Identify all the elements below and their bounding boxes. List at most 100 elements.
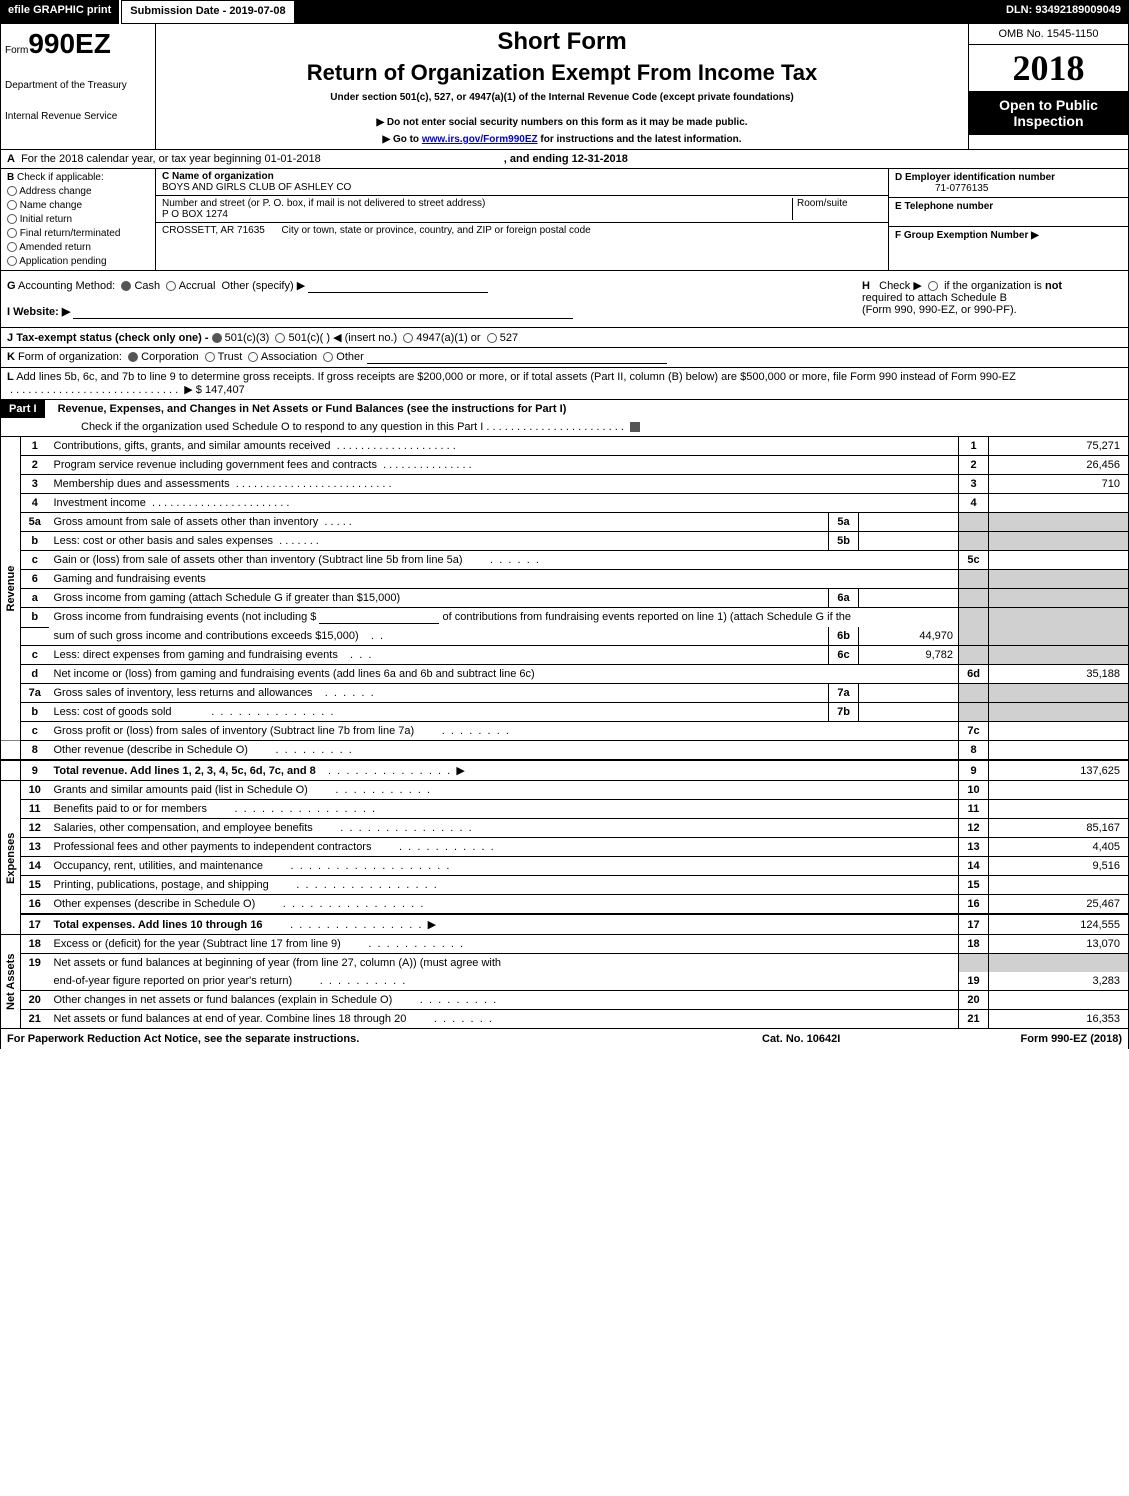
line-l: L Add lines 5b, 6c, and 7b to line 9 to …: [1, 367, 1128, 399]
rval-4: [989, 494, 1129, 513]
j-527-radio[interactable]: [487, 333, 497, 343]
desc-17: Total expenses. Add lines 10 through 16: [54, 919, 263, 931]
room-label: Room/suite: [797, 198, 848, 209]
rval-5c: [989, 551, 1129, 570]
line-5a: 5a Gross amount from sale of assets othe…: [1, 513, 1129, 532]
addr-value: P O BOX 1274: [162, 209, 228, 220]
lno-10: 10: [21, 781, 49, 800]
footer-left: For Paperwork Reduction Act Notice, see …: [7, 1033, 762, 1045]
k-assoc-radio[interactable]: [248, 352, 258, 362]
website-blank[interactable]: [73, 306, 573, 319]
lno-21: 21: [21, 1010, 49, 1029]
part1-header-section: Part I Revenue, Expenses, and Changes in…: [0, 400, 1129, 437]
rval-10: [989, 781, 1129, 800]
midval-6b: 44,970: [859, 627, 959, 646]
omb-number: OMB No. 1545-1150: [969, 24, 1128, 45]
rno-6c-grey: [959, 646, 989, 665]
line-a-section: A For the 2018 calendar year, or tax yea…: [0, 150, 1129, 271]
h-label: H: [862, 280, 870, 292]
desc-3: Membership dues and assessments: [54, 478, 230, 490]
rno-8: 8: [959, 741, 989, 761]
h-radio[interactable]: [928, 281, 938, 291]
desc-6b1: Gross income from fundraising events (no…: [54, 611, 320, 623]
desc-11: Benefits paid to or for members: [54, 803, 207, 815]
rno-3: 3: [959, 475, 989, 494]
part1-check-row: Check if the organization used Schedule …: [1, 418, 1128, 436]
box-c: C Name of organization BOYS AND GIRLS CL…: [156, 169, 888, 270]
irs-link[interactable]: www.irs.gov/Form990EZ: [422, 134, 538, 145]
lno-6d: d: [21, 665, 49, 684]
lno-8: 8: [21, 741, 49, 761]
line-8: 8 Other revenue (describe in Schedule O)…: [1, 741, 1129, 761]
rval-6d: 35,188: [989, 665, 1129, 684]
line-18: Net Assets 18 Excess or (deficit) for th…: [1, 935, 1129, 954]
dept-treasury: Department of the Treasury: [5, 80, 151, 91]
desc-5c: Gain or (loss) from sale of assets other…: [54, 554, 463, 566]
rno-20: 20: [959, 991, 989, 1010]
midval-5a: [859, 513, 959, 532]
lno-6: 6: [21, 570, 49, 589]
rno-2: 2: [959, 456, 989, 475]
side-9: [1, 760, 21, 781]
desc-13: Professional fees and other payments to …: [54, 841, 372, 853]
desc-6d: Net income or (loss) from gaming and fun…: [54, 668, 535, 680]
desc-5a: Gross amount from sale of assets other t…: [54, 516, 319, 528]
mid-5a: 5a: [829, 513, 859, 532]
pending-radio[interactable]: [7, 256, 17, 266]
line-9: 9 Total revenue. Add lines 1, 2, 3, 4, 5…: [1, 760, 1129, 781]
cash-radio[interactable]: [121, 281, 131, 291]
lno-17: 17: [21, 914, 49, 935]
desc-6: Gaming and fundraising events: [54, 573, 206, 585]
midval-5b: [859, 532, 959, 551]
name-change-radio[interactable]: [7, 200, 17, 210]
desc-15: Printing, publications, postage, and shi…: [54, 879, 269, 891]
rno-19: 19: [959, 972, 989, 991]
part1-title: Revenue, Expenses, and Changes in Net As…: [48, 403, 567, 415]
j-o1: 501(c)(3): [225, 332, 270, 344]
i-label: I: [7, 306, 10, 318]
line-a: A For the 2018 calendar year, or tax yea…: [1, 150, 1128, 169]
other-blank[interactable]: [308, 280, 488, 293]
blank-6b[interactable]: [319, 611, 439, 624]
rno-18: 18: [959, 935, 989, 954]
rval-15: [989, 876, 1129, 895]
j-4947-radio[interactable]: [403, 333, 413, 343]
accrual-radio[interactable]: [166, 281, 176, 291]
final-radio[interactable]: [7, 228, 17, 238]
line-k: K Form of organization: Corporation Trus…: [1, 347, 1128, 367]
part1-check-text: Check if the organization used Schedule …: [81, 421, 483, 433]
addr-change-radio[interactable]: [7, 186, 17, 196]
h-text3: required to attach Schedule B: [862, 292, 1007, 304]
dln-label: DLN: 93492189009049: [998, 0, 1129, 24]
line-19b: end-of-year figure reported on prior yea…: [1, 972, 1129, 991]
i-website: Website: ▶: [13, 306, 70, 318]
efile-label[interactable]: efile GRAPHIC print: [0, 0, 121, 24]
rval-5a-grey: [989, 513, 1129, 532]
k-other-radio[interactable]: [323, 352, 333, 362]
k-corp-radio[interactable]: [128, 352, 138, 362]
k-trust-radio[interactable]: [205, 352, 215, 362]
midval-6c: 9,782: [859, 646, 959, 665]
j-o2: 501(c)( ): [288, 332, 330, 344]
rval-6c-grey: [989, 646, 1129, 665]
lno-5a: 5a: [21, 513, 49, 532]
lno-16: 16: [21, 895, 49, 915]
j-501c3-radio[interactable]: [212, 333, 222, 343]
rno-11: 11: [959, 800, 989, 819]
amended-radio[interactable]: [7, 242, 17, 252]
desc-7a: Gross sales of inventory, less returns a…: [54, 687, 313, 699]
part1-checkbox[interactable]: [630, 422, 640, 432]
line-1: Revenue 1 Contributions, gifts, grants, …: [1, 437, 1129, 456]
j-501c-radio[interactable]: [275, 333, 285, 343]
line-12: 12 Salaries, other compensation, and emp…: [1, 819, 1129, 838]
rno-5c: 5c: [959, 551, 989, 570]
line-j: J Tax-exempt status (check only one) - 5…: [1, 327, 1128, 347]
g-label: G: [7, 280, 16, 292]
k-blank[interactable]: [367, 351, 667, 364]
mid-7a: 7a: [829, 684, 859, 703]
line-10: Expenses 10 Grants and similar amounts p…: [1, 781, 1129, 800]
lno-19: 19: [21, 954, 49, 973]
j-o3: 4947(a)(1) or: [416, 332, 480, 344]
lno-5c: c: [21, 551, 49, 570]
initial-radio[interactable]: [7, 214, 17, 224]
